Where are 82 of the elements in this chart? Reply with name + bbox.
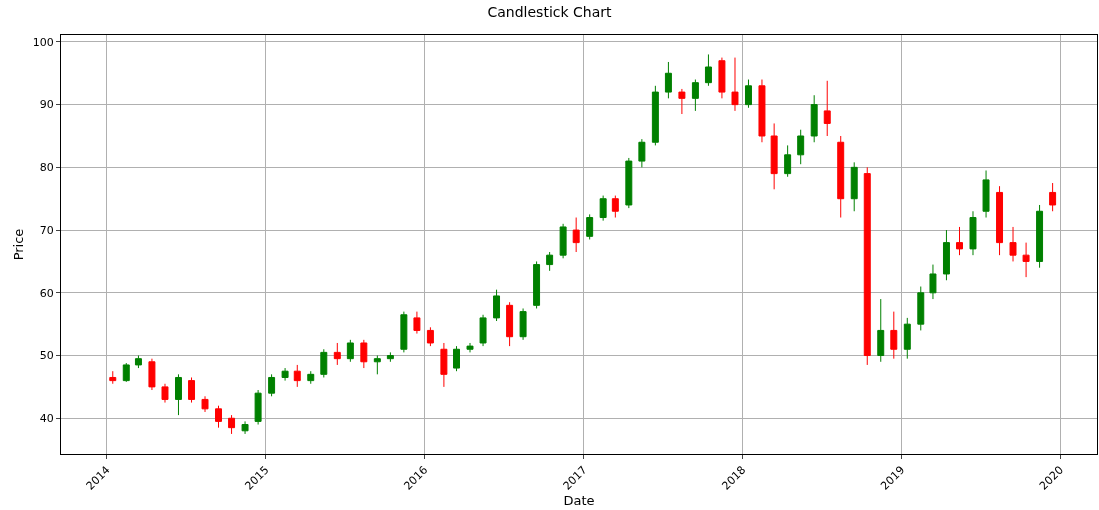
candlestick — [718, 57, 726, 99]
y-tick-label: 40 — [39, 412, 54, 426]
candlestick — [546, 251, 554, 272]
candlestick — [293, 364, 301, 388]
candlestick — [373, 355, 381, 375]
candlestick — [969, 210, 977, 256]
candlestick — [678, 88, 686, 115]
candlestick — [161, 383, 169, 404]
candlestick — [982, 169, 990, 219]
candlestick — [188, 376, 196, 404]
candlestick — [241, 420, 249, 435]
candlestick — [784, 144, 792, 178]
y-tick-label: 70 — [39, 223, 54, 237]
y-tick-label: 90 — [39, 98, 54, 112]
candlestick — [1049, 182, 1057, 212]
chart-title: Candlestick Chart — [487, 4, 613, 21]
candlestick — [903, 317, 911, 360]
y-axis-title: Price — [10, 228, 26, 261]
candlestick — [956, 226, 963, 256]
candlestick — [1009, 226, 1017, 262]
candlestick — [731, 57, 739, 112]
candlestick — [254, 389, 262, 426]
candlestick — [148, 358, 156, 391]
candlestick — [758, 79, 766, 143]
candlestick — [360, 339, 368, 369]
x-axis-title: Date — [563, 493, 595, 509]
candlestick — [638, 138, 646, 168]
candlestick — [691, 79, 699, 112]
candlestick — [942, 229, 950, 281]
candlestick — [704, 53, 712, 87]
candlestick — [611, 195, 619, 219]
candlestick — [122, 362, 130, 383]
candlestick — [346, 339, 354, 363]
candlestick — [320, 348, 328, 378]
candlestick — [333, 342, 341, 366]
y-tick-label: 60 — [39, 286, 54, 300]
candlestick — [850, 161, 858, 212]
candlestick — [586, 213, 594, 240]
candlestick — [559, 223, 567, 259]
candlestick — [453, 345, 460, 372]
candlestick — [493, 289, 501, 322]
candlestick — [810, 94, 818, 143]
candlestick — [426, 326, 434, 347]
candlestick — [228, 414, 236, 435]
candlestick — [201, 395, 209, 413]
candlestick — [479, 314, 487, 347]
candlestick — [1022, 242, 1030, 278]
candlestick — [307, 370, 315, 385]
candlestick — [175, 373, 182, 416]
candlestick — [215, 405, 222, 429]
candlestick — [890, 311, 898, 360]
y-tick-label: 100 — [32, 35, 54, 49]
candlestick — [863, 166, 871, 366]
candlestick — [837, 135, 845, 219]
candlestick — [651, 85, 659, 146]
candlestick — [664, 61, 672, 99]
candlestick — [268, 373, 276, 397]
y-tick-label: 50 — [39, 349, 54, 363]
candlestick — [797, 129, 805, 165]
candlestick — [386, 351, 394, 363]
candlestick — [823, 80, 831, 137]
candlestick — [413, 311, 421, 335]
candlestick — [533, 260, 541, 309]
candlestick — [519, 307, 527, 341]
candlestick — [440, 342, 448, 388]
candlestick — [134, 355, 142, 369]
candlestick — [109, 370, 117, 385]
candlestick — [466, 342, 474, 353]
y-tick-label: 80 — [39, 161, 54, 175]
candlestick — [400, 311, 408, 353]
candlestick — [996, 185, 1004, 256]
candlestick — [1036, 204, 1044, 269]
candlestick — [572, 217, 580, 253]
candlestick — [281, 367, 289, 382]
candlestick — [599, 195, 607, 222]
candlestick — [877, 298, 885, 363]
candlestick — [506, 301, 514, 347]
candlestick — [625, 157, 633, 209]
candlestick — [744, 79, 752, 109]
candlestick — [770, 122, 778, 190]
candlestick — [929, 264, 937, 300]
candlestick — [917, 286, 925, 331]
